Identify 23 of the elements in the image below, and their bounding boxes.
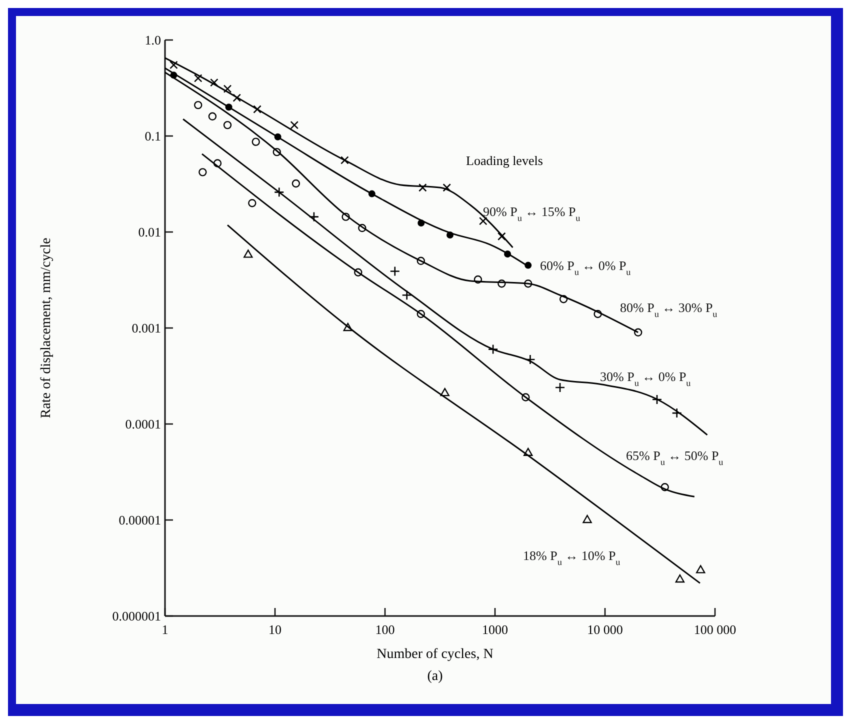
series-label: 90% P$_{u}$ ↔ 15% P$_{u}$ — [483, 204, 581, 223]
series-label: 60% P$_{u}$ ↔ 0% P$_{u}$ — [540, 258, 632, 277]
x-tick-label: 10 — [268, 622, 282, 637]
y-tick-label: 0.00001 — [118, 512, 161, 528]
x-tick-label: 1000 — [482, 622, 508, 637]
x-tick-label: 10 000 — [587, 622, 623, 637]
y-tick-label: 0.001 — [132, 320, 161, 336]
series-label: 18% P$_{u}$ ↔ 10% P$_{u}$ — [523, 548, 621, 567]
x-axis-title: Number of cycles, N — [376, 647, 494, 662]
y-tick-label: 0.01 — [138, 224, 161, 240]
y-tick-label: 0.0001 — [125, 416, 161, 432]
x-tick-label: 100 — [375, 622, 395, 637]
y-axis-title: Rate of displacement, mm/cycle — [39, 238, 54, 418]
x-tick-label: 100 000 — [694, 622, 736, 637]
series-label: 30% P$_{u}$ ↔ 0% P$_{u}$ — [600, 369, 692, 388]
y-tick-label: 1.0 — [144, 32, 161, 48]
text: (a) — [427, 669, 444, 684]
y-tick-label: 0.1 — [144, 128, 161, 144]
legend-title: Loading levels — [466, 153, 543, 168]
series-label: 80% P$_{u}$ ↔ 30% P$_{u}$ — [620, 300, 718, 319]
x-tick-label: 1 — [162, 622, 168, 637]
y-tick-label: 0.000001 — [112, 608, 161, 624]
series-label: 65% P$_{u}$ ↔ 50% P$_{u}$ — [626, 448, 724, 467]
